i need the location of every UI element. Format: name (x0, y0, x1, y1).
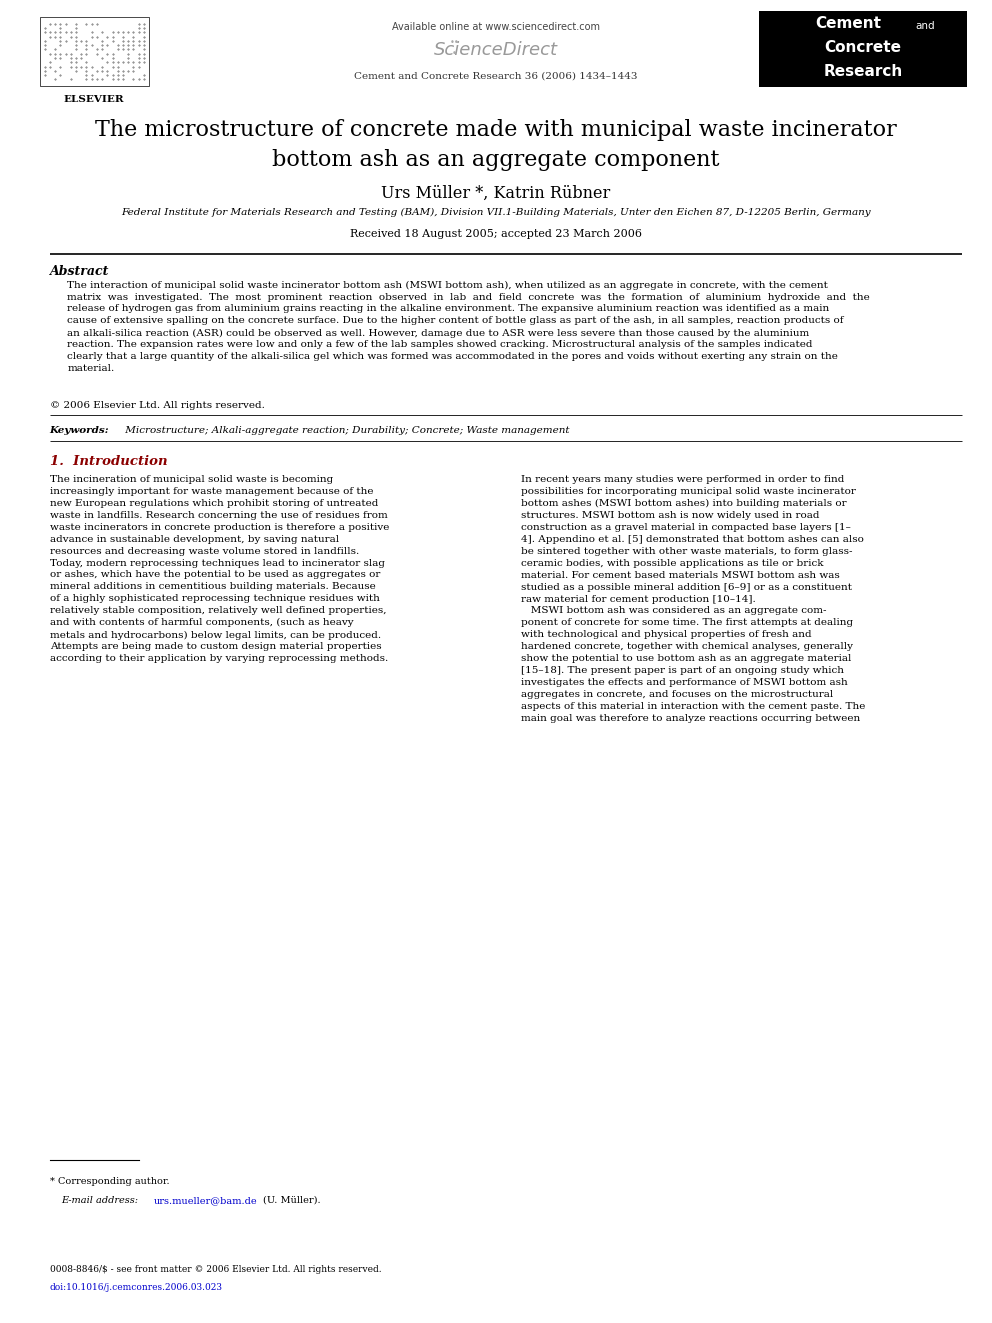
Text: ScienceDirect: ScienceDirect (434, 41, 558, 60)
Text: Federal Institute for Materials Research and Testing (BAM), Division VII.1-Build: Federal Institute for Materials Research… (121, 208, 871, 217)
Text: © 2006 Elsevier Ltd. All rights reserved.: © 2006 Elsevier Ltd. All rights reserved… (50, 401, 265, 410)
Text: ••
•: •• • (449, 38, 459, 58)
Bar (759, 11, 967, 87)
Text: and: and (916, 21, 935, 32)
Text: ELSEVIER: ELSEVIER (63, 95, 125, 105)
Text: Research: Research (823, 64, 903, 78)
Text: doi:10.1016/j.cemconres.2006.03.023: doi:10.1016/j.cemconres.2006.03.023 (50, 1283, 222, 1293)
Text: Concrete: Concrete (824, 40, 902, 54)
Text: * Corresponding author.: * Corresponding author. (50, 1177, 170, 1187)
Text: (U. Müller).: (U. Müller). (263, 1196, 320, 1205)
Text: The microstructure of concrete made with municipal waste incinerator
bottom ash : The microstructure of concrete made with… (95, 119, 897, 171)
Text: Received 18 August 2005; accepted 23 March 2006: Received 18 August 2005; accepted 23 Mar… (350, 229, 642, 239)
Text: Abstract: Abstract (50, 265, 109, 278)
Text: 1.  Introduction: 1. Introduction (50, 455, 168, 468)
Bar (40, 17, 149, 86)
Text: Urs Müller *, Katrin Rübner: Urs Müller *, Katrin Rübner (381, 185, 611, 202)
Text: Cement: Cement (815, 16, 881, 30)
Text: Microstructure; Alkali-aggregate reaction; Durability; Concrete; Waste managemen: Microstructure; Alkali-aggregate reactio… (122, 426, 569, 435)
Text: urs.mueller@bam.de: urs.mueller@bam.de (154, 1196, 257, 1205)
Text: Available online at www.sciencedirect.com: Available online at www.sciencedirect.co… (392, 22, 600, 33)
Text: The interaction of municipal solid waste incinerator bottom ash (MSWI bottom ash: The interaction of municipal solid waste… (67, 280, 870, 373)
Text: The incineration of municipal solid waste is becoming
increasingly important for: The incineration of municipal solid wast… (50, 475, 389, 663)
Text: In recent years many studies were performed in order to find
possibilities for i: In recent years many studies were perfor… (521, 475, 865, 722)
Text: Cement and Concrete Research 36 (2006) 1434–1443: Cement and Concrete Research 36 (2006) 1… (354, 71, 638, 81)
Text: E-mail address:: E-mail address: (62, 1196, 139, 1205)
Text: 0008-8846/$ - see front matter © 2006 Elsevier Ltd. All rights reserved.: 0008-8846/$ - see front matter © 2006 El… (50, 1265, 381, 1274)
Text: Keywords:: Keywords: (50, 426, 109, 435)
